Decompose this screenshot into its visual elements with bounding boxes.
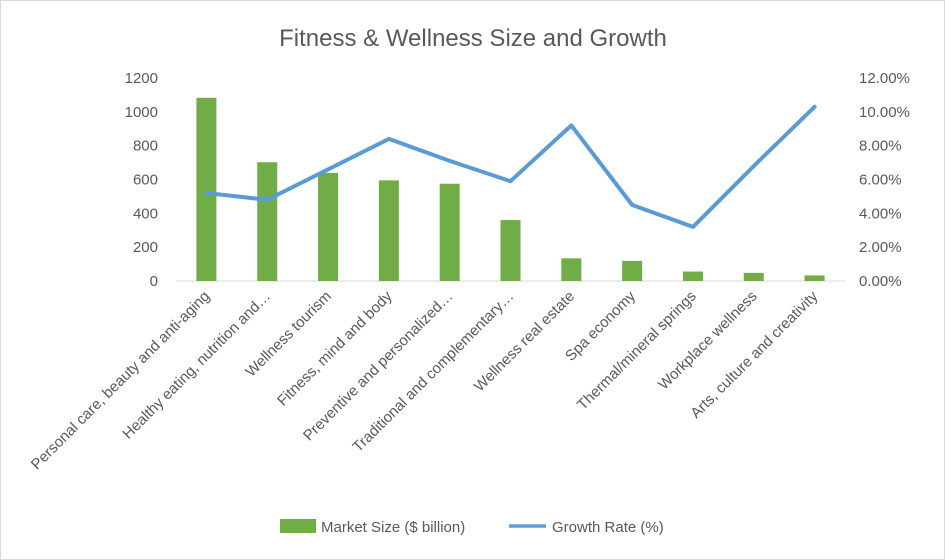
left-axis-tick-label: 400 xyxy=(133,205,158,222)
right-axis-tick-label: 4.00% xyxy=(859,205,902,222)
legend-label-growth-rate: Growth Rate (%) xyxy=(552,519,664,536)
x-axis-category-label: Wellness real estate xyxy=(471,288,578,395)
x-axis-labels: Personal care, beauty and anti-agingHeal… xyxy=(28,287,822,473)
chart-title: Fitness & Wellness Size and Growth xyxy=(279,25,667,52)
left-axis-tick-label: 1000 xyxy=(125,104,158,121)
bar xyxy=(622,260,643,281)
left-axis-tick-label: 0 xyxy=(150,273,158,290)
bar xyxy=(378,180,399,281)
bar xyxy=(743,272,764,281)
right-axis-tick-label: 12.00% xyxy=(859,70,910,87)
x-axis-category-label: Arts, culture and creativity xyxy=(687,287,821,421)
left-axis: 0 200 400 600 800 1000 1200 xyxy=(125,70,158,290)
bar xyxy=(561,258,582,281)
x-axis-category-label: Fitness, mind and body xyxy=(274,287,396,409)
bar xyxy=(318,172,339,281)
right-axis-tick-label: 2.00% xyxy=(859,239,902,256)
legend-swatch-market-size xyxy=(280,519,316,533)
left-axis-tick-label: 200 xyxy=(133,239,158,256)
left-axis-tick-label: 800 xyxy=(133,138,158,155)
right-axis-tick-label: 0.00% xyxy=(859,273,902,290)
bar xyxy=(682,271,703,281)
left-axis-tick-label: 600 xyxy=(133,172,158,189)
legend: Market Size ($ billion) Growth Rate (%) xyxy=(280,519,664,536)
bar xyxy=(439,183,460,281)
line-series xyxy=(204,104,817,229)
bar xyxy=(196,97,217,281)
x-axis-category-label: Thermal/mineral springs xyxy=(574,288,700,414)
growth-rate-line xyxy=(204,104,817,229)
right-axis-tick-label: 8.00% xyxy=(859,138,902,155)
left-axis-tick-label: 1200 xyxy=(125,70,158,87)
legend-label-market-size: Market Size ($ billion) xyxy=(321,519,465,536)
right-axis: 0.00% 2.00% 4.00% 6.00% 8.00% 10.00% 12.00% xyxy=(859,70,910,290)
bar-series xyxy=(196,97,825,281)
bar xyxy=(500,220,521,281)
bar xyxy=(804,275,825,281)
right-axis-tick-label: 6.00% xyxy=(859,172,902,189)
bar xyxy=(257,162,278,281)
right-axis-tick-label: 10.00% xyxy=(859,104,910,121)
